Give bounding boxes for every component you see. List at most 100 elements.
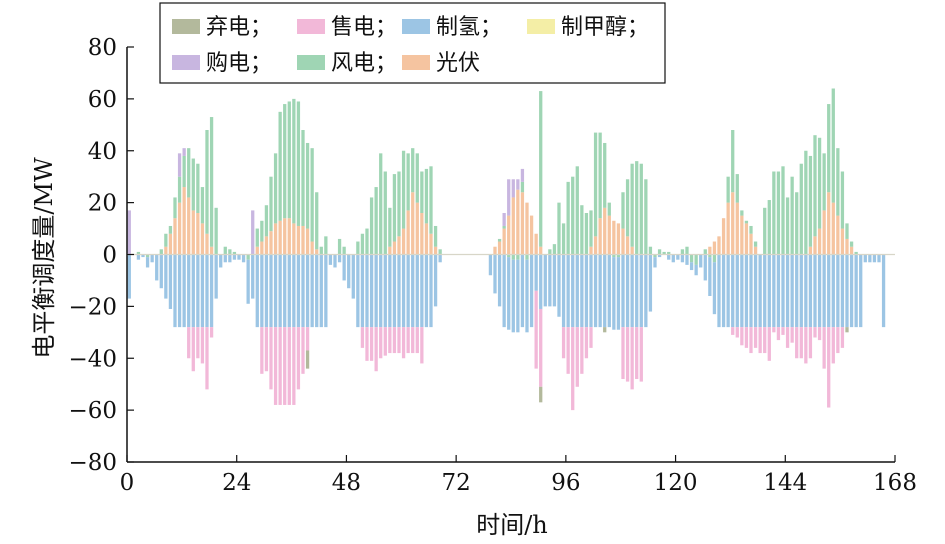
bar-segment xyxy=(808,254,813,328)
bar-segment xyxy=(342,254,346,281)
bar-segment xyxy=(507,179,511,216)
bar-segment xyxy=(689,254,694,263)
bar-segment xyxy=(319,254,323,328)
bar-segment xyxy=(433,246,438,255)
bar-segment xyxy=(433,254,438,307)
bar-segment xyxy=(529,215,534,255)
x-tick-label: 120 xyxy=(654,470,698,496)
bar-segment xyxy=(360,327,365,348)
bar-segment xyxy=(534,254,538,291)
bar-segment xyxy=(671,254,675,263)
bar-segment xyxy=(296,327,301,390)
bar-segment xyxy=(566,327,570,374)
bar-segment xyxy=(260,241,264,255)
bar-segment xyxy=(817,327,822,341)
legend-swatch xyxy=(402,55,430,70)
bar-segment xyxy=(310,148,314,242)
bar-segment xyxy=(168,233,173,255)
bar-segment xyxy=(251,254,255,299)
bar-segment xyxy=(200,187,205,224)
bar-segment xyxy=(625,327,630,382)
bar-segment xyxy=(369,327,374,361)
bar-segment xyxy=(708,257,712,296)
bar-segment xyxy=(795,254,799,328)
bar-segment xyxy=(657,249,662,255)
bar-segment xyxy=(214,254,218,299)
y-tick-label: 60 xyxy=(88,87,117,113)
bar-segment xyxy=(840,327,845,348)
bar-segment xyxy=(127,210,131,255)
bar-segment xyxy=(749,254,753,328)
bar-segment xyxy=(625,254,630,328)
bar-segment xyxy=(625,179,630,237)
bar-segment xyxy=(292,98,296,224)
bar-segment xyxy=(401,254,406,328)
bar-segment xyxy=(141,254,145,258)
bar-segment xyxy=(228,249,232,255)
y-tick-label: −80 xyxy=(68,450,117,476)
bar-segment xyxy=(630,163,634,247)
legend-item: 风电； xyxy=(297,51,397,76)
bar-segment xyxy=(182,155,186,188)
bar-segment xyxy=(191,254,195,328)
bar-segment xyxy=(287,101,291,219)
bar-segment xyxy=(424,168,429,224)
bar-segment xyxy=(726,202,730,255)
bar-segment xyxy=(283,104,287,219)
bar-segment xyxy=(360,233,365,255)
bar-segment xyxy=(255,254,259,328)
legend-item: 制甲醇； xyxy=(527,15,649,40)
bar-segment xyxy=(785,254,790,328)
bar-segment xyxy=(653,254,657,258)
bar-segment xyxy=(593,236,598,255)
y-axis-title: 电平衡调度量/MW xyxy=(30,157,58,359)
bar-segment xyxy=(575,254,579,328)
bar-segment xyxy=(374,254,378,328)
bar-segment xyxy=(639,163,643,255)
bar-segment xyxy=(539,91,543,247)
bar-segment xyxy=(209,117,214,247)
legend-item: 弃电； xyxy=(172,15,272,40)
bar-segment xyxy=(758,254,762,328)
bar-segment xyxy=(726,254,730,328)
bar-segment xyxy=(497,241,502,255)
bar-segment xyxy=(356,241,360,255)
bar-segment xyxy=(776,171,781,255)
legend-label: 弃电； xyxy=(206,15,272,40)
bar-segment xyxy=(383,171,387,255)
bar-segment xyxy=(612,254,616,258)
bar-segment xyxy=(635,254,639,328)
bar-segment xyxy=(433,225,438,247)
bar-segment xyxy=(415,327,419,354)
legend-item: 售电； xyxy=(297,15,397,40)
bar-segment xyxy=(808,327,813,359)
bar-segment xyxy=(205,327,209,390)
bar-segment xyxy=(795,327,799,359)
bar-segment xyxy=(584,254,589,328)
bar-segment xyxy=(648,254,653,312)
bar-segment xyxy=(392,174,397,242)
bar-segment xyxy=(813,236,817,255)
bar-segment xyxy=(854,251,858,255)
bar-segment xyxy=(680,254,685,263)
bar-segment xyxy=(347,254,351,289)
bar-segment xyxy=(187,254,191,328)
bar-segment xyxy=(296,101,301,226)
bar-segment xyxy=(502,228,506,255)
bar-segment xyxy=(369,254,374,328)
bar-segment xyxy=(438,254,442,263)
bar-segment xyxy=(191,158,195,211)
bar-segment xyxy=(621,327,625,380)
bar-segment xyxy=(552,254,557,307)
bar-segment xyxy=(383,254,387,328)
bar-segment xyxy=(667,251,671,255)
bar-segment xyxy=(836,148,840,216)
bar-segment xyxy=(621,228,625,255)
bar-segment xyxy=(401,327,406,359)
bar-segment xyxy=(598,254,602,328)
bar-segment xyxy=(845,223,849,239)
bar-segment xyxy=(196,163,200,213)
bar-segment xyxy=(721,218,726,255)
bar-segment xyxy=(584,213,589,255)
